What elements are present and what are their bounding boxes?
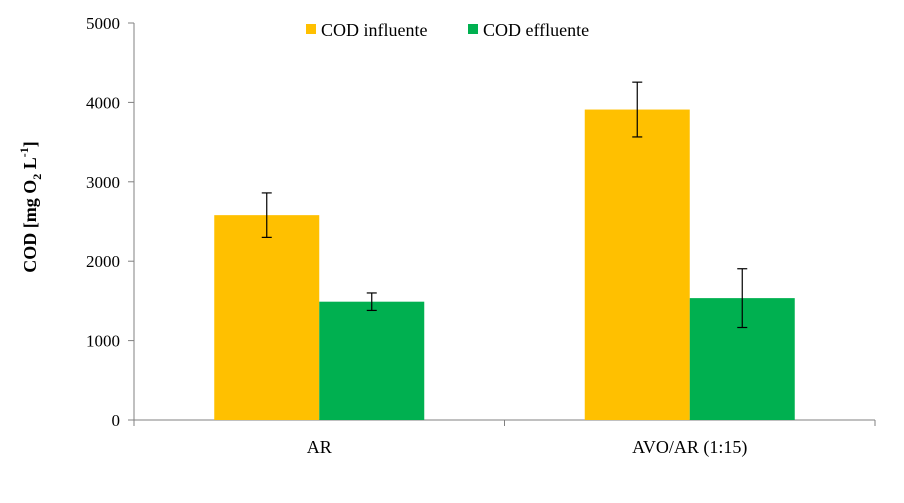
y-axis-title: COD [mg O2 L-1] — [17, 141, 44, 273]
y-tick-label: 2000 — [86, 252, 120, 271]
y-axis-title-end: ] — [20, 141, 40, 147]
y-axis-title-subscript: 2 — [30, 174, 44, 180]
y-axis-title-superscript: -1 — [17, 147, 31, 157]
axes: 0 1000 2000 3000 4000 5000 AR AVO/AR (1:15) — [86, 14, 876, 458]
bars — [214, 109, 795, 421]
y-tick-label: 4000 — [86, 93, 120, 112]
y-tick-label: 3000 — [86, 173, 120, 192]
legend: COD influente COD effluente — [306, 20, 589, 40]
y-tick-label: 0 — [112, 411, 121, 430]
y-tick-label: 1000 — [86, 332, 120, 351]
y-axis-title-mid: L — [20, 157, 40, 174]
legend-swatch — [468, 24, 478, 34]
bar — [214, 215, 320, 420]
bar — [584, 109, 690, 421]
x-tick-label: AR — [307, 437, 332, 457]
error-bars — [261, 81, 748, 329]
bar — [319, 301, 425, 420]
legend-label: COD influente — [321, 20, 427, 40]
legend-swatch — [306, 24, 316, 34]
legend-label: COD effluente — [483, 20, 589, 40]
x-tick-label: AVO/AR (1:15) — [632, 437, 747, 458]
y-axis-title-main: COD [mg O — [20, 180, 40, 273]
y-tick-label: 5000 — [86, 14, 120, 33]
